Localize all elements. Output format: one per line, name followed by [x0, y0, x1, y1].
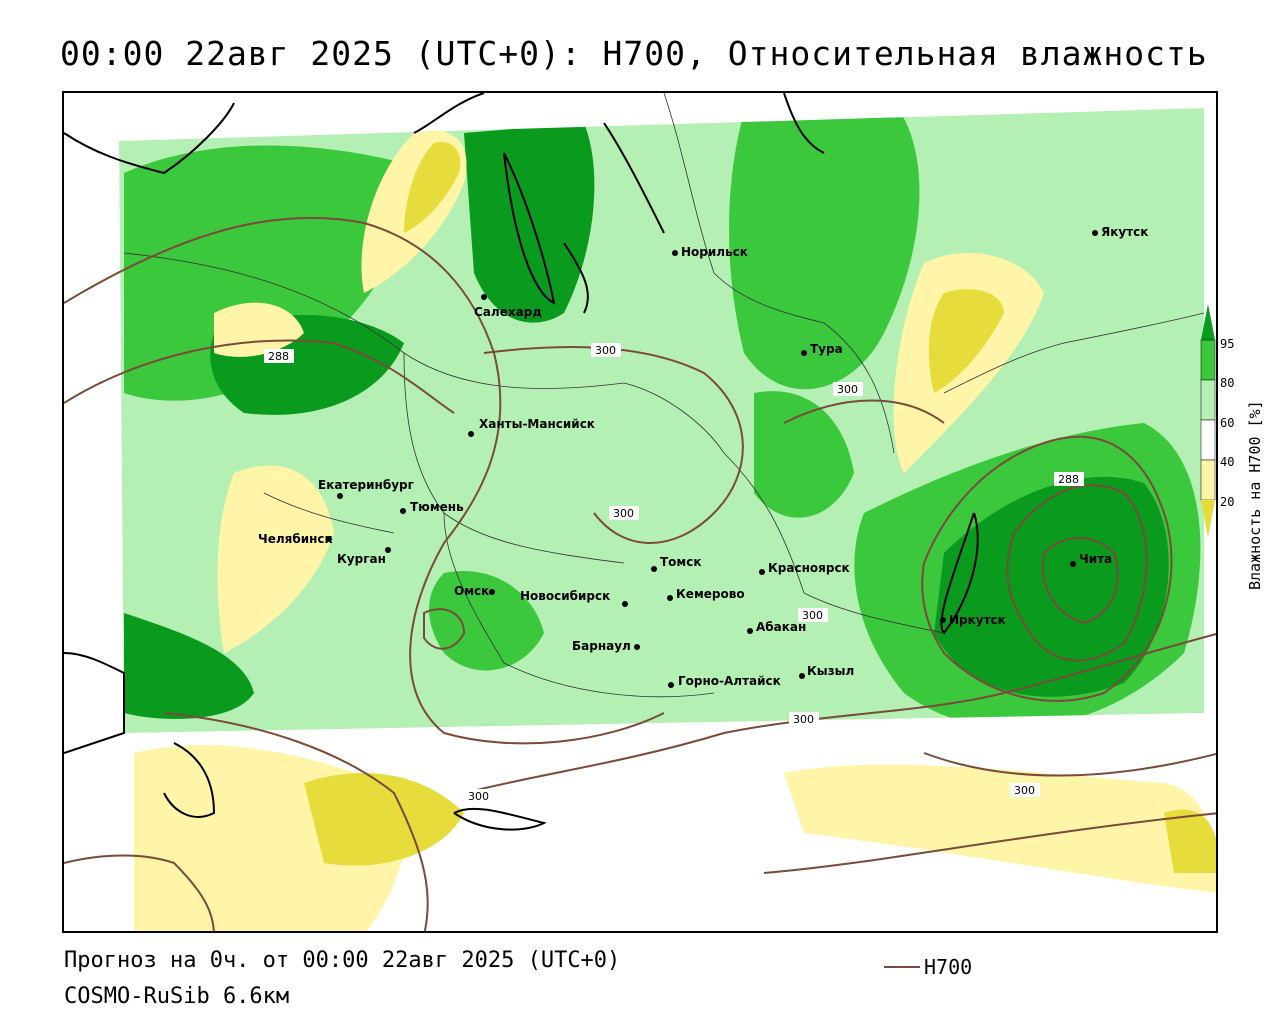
- map-canvas: 288 300 300 300 300 300 300 288 300 Нори…: [64, 93, 1216, 931]
- coastlines: [64, 93, 979, 831]
- region-borders: [123, 93, 1205, 698]
- contour-label: 300: [595, 344, 616, 357]
- city-label: Екатеринбург: [318, 478, 414, 492]
- colorbar-tick: 60: [1220, 416, 1235, 430]
- city-label: Чита: [1079, 552, 1112, 566]
- colorbar-svg: [1200, 304, 1216, 538]
- city-label: Кызыл: [807, 664, 854, 678]
- humidity-field: [64, 93, 1216, 931]
- map-title: 00:00 22авг 2025 (UTC+0): H700, Относите…: [60, 34, 1208, 73]
- h700-contours: [64, 216, 1216, 931]
- city-label: Новосибирск: [520, 589, 610, 603]
- contour-line-swatch: [884, 966, 920, 968]
- contour-labels: 288 300 300 300 300 300 300 288 300: [264, 343, 1084, 803]
- city-label: Кемерово: [676, 587, 745, 601]
- colorbar-title: Влажность на H700 [%]: [1246, 400, 1264, 590]
- city-markers: Норильск Якутск Салехард Тура Ханты-Манс…: [258, 225, 1148, 688]
- contour-label: 288: [268, 350, 289, 363]
- city-label: Барнаул: [572, 639, 631, 653]
- city-label: Горно-Алтайск: [678, 674, 781, 688]
- city-label: Тюмень: [410, 500, 464, 514]
- city-label: Абакан: [756, 620, 806, 634]
- city-label: Салехард: [474, 305, 542, 319]
- colorbar-tick: 20: [1220, 495, 1235, 509]
- contour-label: 288: [1058, 473, 1079, 486]
- colorbar-tick: 80: [1220, 376, 1235, 390]
- contour-label: 300: [468, 790, 489, 803]
- city-label: Челябинск: [258, 532, 333, 546]
- contour-label: 300: [802, 609, 823, 622]
- colorbar-title-wrap: Влажность на H700 [%]: [1246, 350, 1270, 590]
- model-name: COSMO-RuSib 6.6км: [64, 984, 290, 1009]
- contour-legend: H700: [884, 955, 972, 979]
- city-label: Томск: [660, 555, 702, 569]
- city-label: Курган: [337, 552, 386, 566]
- colorbar-tick: 40: [1220, 455, 1235, 469]
- contour-label: 300: [613, 507, 634, 520]
- colorbar: [1200, 300, 1270, 600]
- city-label: Норильск: [681, 245, 748, 259]
- city-label: Ханты-Мансийск: [479, 417, 595, 431]
- humidity-map: 288 300 300 300 300 300 300 288 300 Нори…: [62, 91, 1218, 933]
- city-label: Якутск: [1101, 225, 1148, 239]
- city-label: Иркутск: [949, 613, 1006, 627]
- city-label: Красноярск: [768, 561, 850, 575]
- forecast-info: Прогноз на 0ч. от 00:00 22авг 2025 (UTC+…: [64, 948, 621, 973]
- city-label: Тура: [810, 342, 843, 356]
- contour-label: 300: [1014, 784, 1035, 797]
- contour-label: 300: [837, 383, 858, 396]
- contour-legend-label: H700: [924, 955, 973, 979]
- city-label: Омск: [454, 584, 489, 598]
- colorbar-tick: 95: [1220, 337, 1235, 351]
- contour-label: 300: [793, 713, 814, 726]
